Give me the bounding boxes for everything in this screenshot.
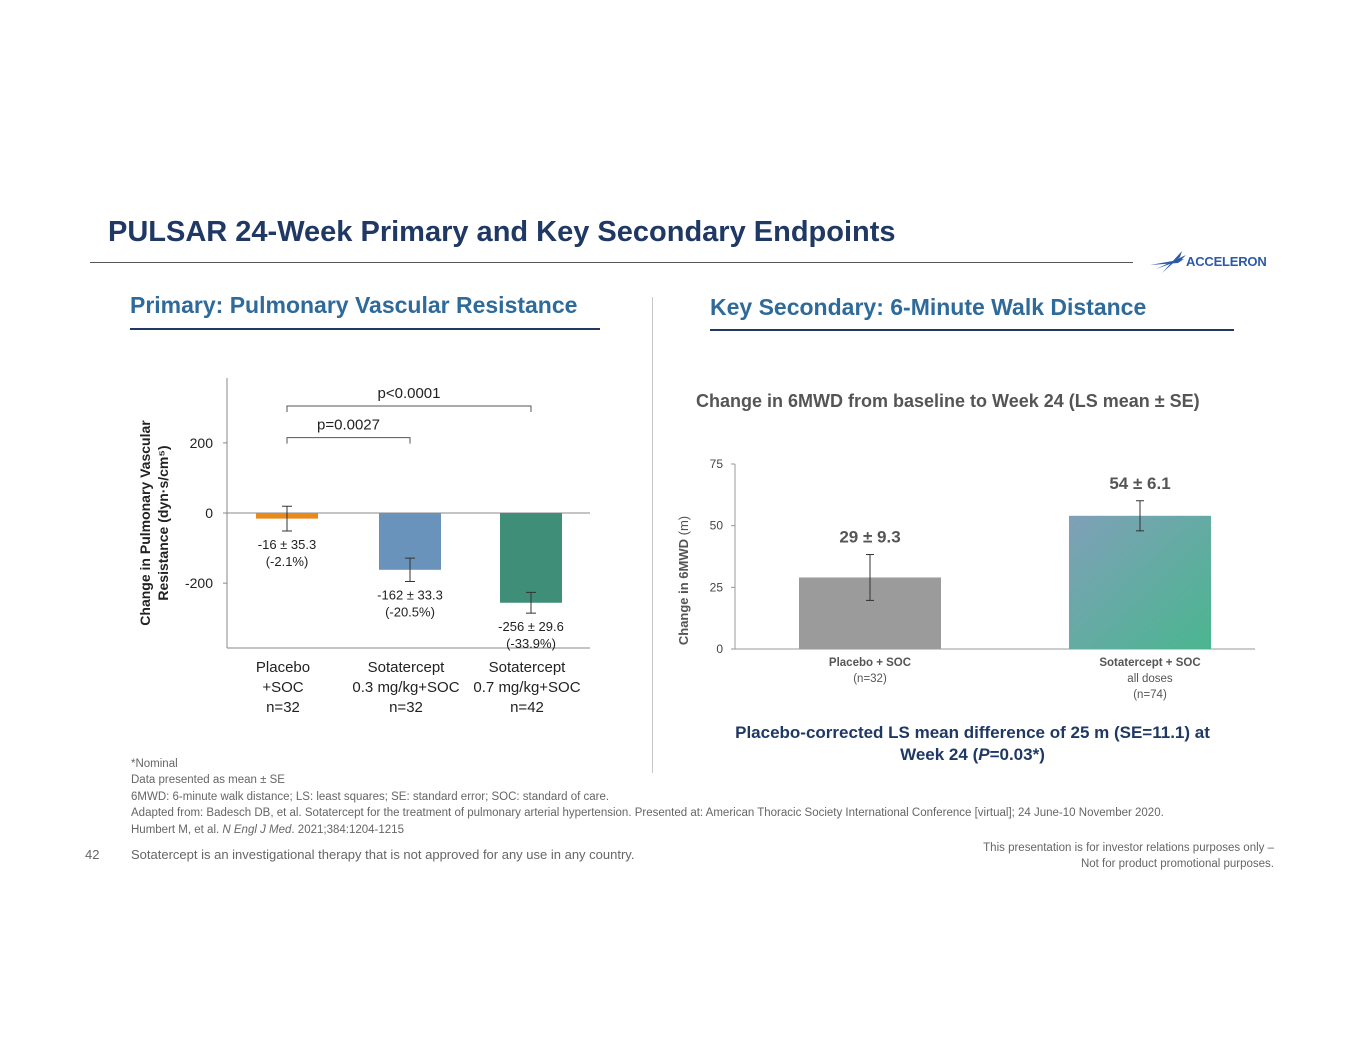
walk-category-label: (n=32) bbox=[853, 673, 887, 685]
walk-caption-line2: Week 24 (P=0.03*) bbox=[900, 745, 1045, 764]
primary-section-heading: Primary: Pulmonary Vascular Resistance bbox=[130, 292, 578, 318]
pvr-y-tick-label: 0 bbox=[205, 505, 213, 521]
footnote-mean-se: Data presented as mean ± SE bbox=[131, 774, 285, 786]
walk-caption-line1: Placebo-corrected LS mean difference of … bbox=[735, 723, 1210, 742]
pvr-data-label: -16 ± 35.3 bbox=[258, 537, 316, 552]
walk-y-axis-label: Change in 6MWD (m) bbox=[676, 516, 691, 645]
walk-data-label: 29 ± 9.3 bbox=[839, 528, 900, 547]
pvr-chart: 200 0 -200 Change in Pulmonary Vascular Resi… bbox=[137, 378, 590, 716]
investigational-note: Sotatercept is an investigational therap… bbox=[131, 847, 635, 862]
pvr-category-label: n=32 bbox=[389, 699, 423, 716]
pvr-category-label: n=42 bbox=[510, 699, 544, 716]
pvr-data-label: (-20.5%) bbox=[385, 604, 435, 619]
pvr-comparison-bracket bbox=[286, 405, 532, 413]
acceleron-logo: ACCELERON bbox=[1148, 247, 1288, 277]
walk-y-tick-label: 75 bbox=[710, 457, 724, 471]
walk-chart-title: Change in 6MWD from baseline to Week 24 … bbox=[696, 391, 1200, 411]
pvr-y-tick-label: 200 bbox=[190, 435, 214, 451]
walk-chart: 75 50 25 0 Change in 6MWD (m) 29 ± 9.3 Placebo… bbox=[676, 457, 1255, 701]
footnote-abbreviations: 6MWD: 6-minute walk distance; LS: least … bbox=[131, 791, 610, 803]
walk-category-label: Placebo + SOC bbox=[829, 657, 911, 669]
pvr-category-label: Sotatercept bbox=[368, 659, 446, 676]
secondary-heading-rule bbox=[710, 329, 1234, 331]
walk-caption: Placebo-corrected LS mean difference of … bbox=[700, 722, 1245, 766]
pvr-category-label: 0.3 mg/kg+SOC bbox=[352, 679, 459, 696]
pvr-category-label: +SOC bbox=[262, 679, 303, 696]
footnote-adapted-from: Adapted from: Badesch DB, et al. Sotater… bbox=[131, 807, 1164, 819]
pvr-p-value: p<0.0001 bbox=[378, 385, 441, 402]
walk-y-tick-label: 0 bbox=[716, 642, 723, 656]
footnote-nominal: *Nominal bbox=[131, 758, 178, 770]
walk-y-tick-label: 50 bbox=[710, 519, 724, 533]
walk-data-label: 54 ± 6.1 bbox=[1109, 474, 1170, 493]
pvr-data-label: (-33.9%) bbox=[506, 636, 556, 651]
walk-bar bbox=[1069, 515, 1211, 649]
logo-text: ACCELERON bbox=[1186, 254, 1267, 269]
primary-heading-rule bbox=[130, 328, 600, 330]
walk-category-label: all doses bbox=[1127, 673, 1173, 685]
section-divider bbox=[652, 297, 653, 773]
walk-category-label: (n=74) bbox=[1133, 689, 1167, 701]
pvr-y-tick-label: -200 bbox=[185, 575, 213, 591]
pvr-data-label: -162 ± 33.3 bbox=[377, 587, 443, 602]
secondary-section-heading: Key Secondary: 6-Minute Walk Distance bbox=[710, 294, 1147, 320]
pvr-p-value: p=0.0027 bbox=[317, 417, 380, 434]
footnote-humbert: Humbert M, et al. N Engl J Med. 2021;384… bbox=[131, 824, 404, 836]
pvr-category-label: Placebo bbox=[256, 659, 310, 676]
pvr-comparison-bracket bbox=[286, 437, 411, 444]
pvr-y-axis-label: Change in Pulmonary Vascular Resistance (… bbox=[137, 420, 171, 626]
walk-category-label: Sotatercept + SOC bbox=[1099, 657, 1200, 669]
pvr-data-label: (-2.1%) bbox=[266, 554, 309, 569]
title-divider bbox=[90, 262, 1133, 263]
pvr-data-label: -256 ± 29.6 bbox=[498, 619, 564, 634]
walk-y-tick-label: 25 bbox=[710, 580, 724, 594]
pvr-category-label: 0.7 mg/kg+SOC bbox=[473, 679, 580, 696]
pvr-bar bbox=[500, 513, 562, 603]
acceleron-swoosh-icon bbox=[1150, 251, 1186, 273]
disclaimer: This presentation is for investor relati… bbox=[983, 842, 1274, 870]
page-title: PULSAR 24-Week Primary and Key Secondary… bbox=[108, 216, 896, 248]
pvr-category-label: Sotatercept bbox=[489, 659, 567, 676]
page-number: 42 bbox=[85, 847, 100, 862]
pvr-category-label: n=32 bbox=[266, 699, 300, 716]
